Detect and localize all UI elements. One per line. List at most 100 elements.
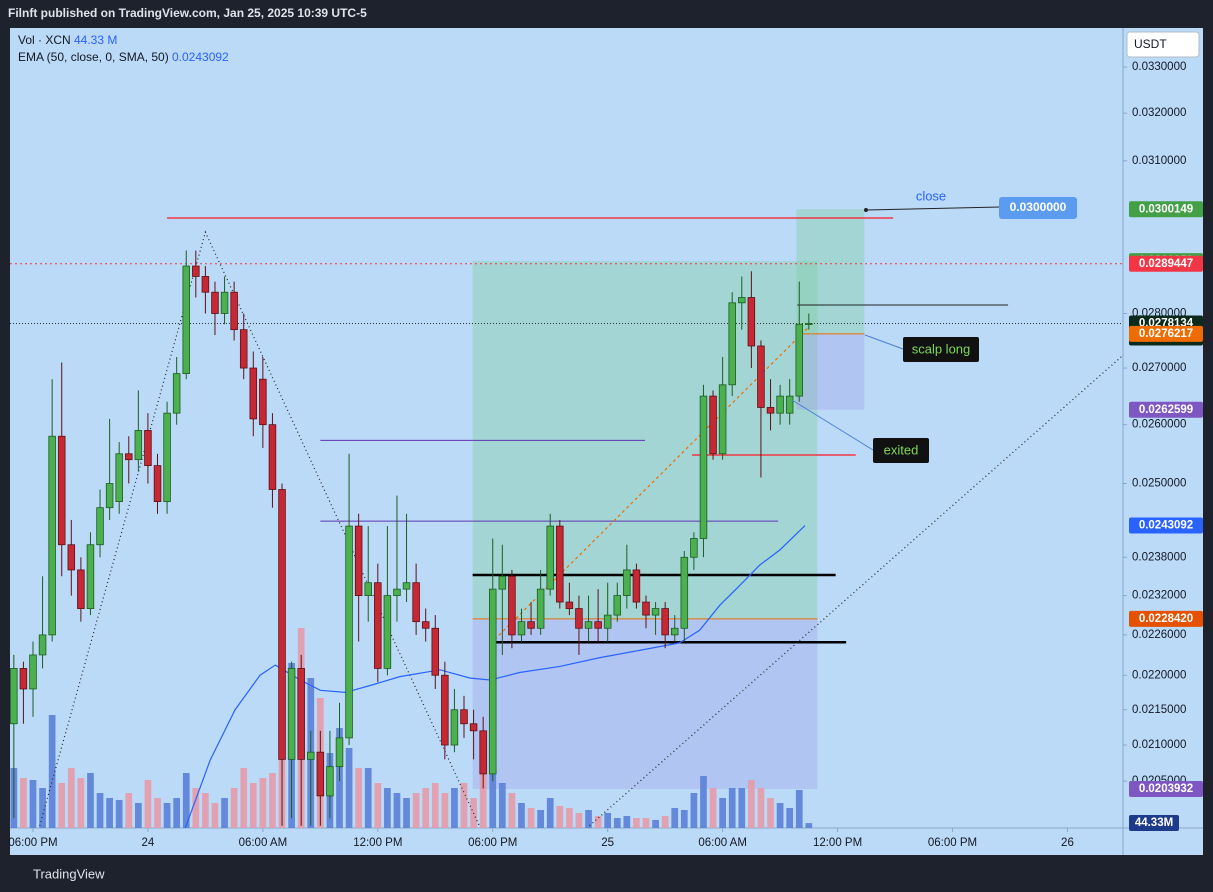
position-stop xyxy=(796,333,865,410)
volume-bar xyxy=(767,798,774,828)
candle-body xyxy=(211,291,219,314)
volume-bar xyxy=(259,778,267,828)
candle-body xyxy=(421,621,430,629)
candle-body xyxy=(163,412,171,503)
volume-bar xyxy=(556,806,564,828)
candle-body xyxy=(527,621,535,629)
y-tick-label: 0.0215000 xyxy=(1132,704,1186,716)
volume-bar xyxy=(613,818,621,828)
candle-body xyxy=(77,569,85,609)
volume-bar xyxy=(738,788,746,828)
y-tick-label: 0.0250000 xyxy=(1132,478,1186,490)
candle-body xyxy=(96,507,104,546)
candle-body xyxy=(278,489,286,760)
volume-bar xyxy=(604,813,612,828)
volume-bar xyxy=(412,793,420,828)
candle-body xyxy=(335,737,344,768)
candle-body xyxy=(259,378,267,426)
volume-bar xyxy=(652,820,659,828)
volume-bar xyxy=(566,808,573,828)
volume-bar xyxy=(575,813,583,828)
volume-bar xyxy=(700,776,707,828)
volume-bar xyxy=(719,798,726,828)
candle-body xyxy=(575,608,583,629)
volume-bar xyxy=(441,793,449,828)
volume-bar xyxy=(240,768,248,828)
price-label: 0.0289447 xyxy=(1139,258,1193,270)
y-tick-label: 0.0310000 xyxy=(1132,155,1186,167)
y-tick-label: 0.0320000 xyxy=(1132,107,1186,119)
candle-body xyxy=(441,674,449,746)
candle-body xyxy=(326,766,334,797)
volume-bar xyxy=(805,823,813,828)
volume-bar xyxy=(403,798,410,828)
candle-body xyxy=(374,582,382,669)
legend-ema-value: 0.0243092 xyxy=(172,50,229,64)
y-tick-label: 0.0220000 xyxy=(1132,669,1186,681)
volume-bar xyxy=(182,773,190,828)
volume-bar xyxy=(115,800,123,828)
candle-body xyxy=(690,538,698,558)
candle-body xyxy=(105,483,114,509)
volume-bar xyxy=(393,793,401,828)
volume-bar xyxy=(58,783,66,828)
volume-bar xyxy=(29,780,37,828)
candle-body xyxy=(393,588,401,596)
currency-box[interactable] xyxy=(1126,31,1200,58)
volume-bar xyxy=(661,816,669,828)
volume-bar xyxy=(48,715,56,828)
candle-body xyxy=(19,668,28,690)
volume-bar xyxy=(623,816,631,828)
chart-bg xyxy=(10,28,1203,855)
candle-body xyxy=(354,525,363,596)
volume-bar xyxy=(67,768,75,828)
legend-ema: EMA (50, close, 0, SMA, 50) xyxy=(18,50,169,64)
volume-bar xyxy=(163,803,171,828)
volume-bar xyxy=(451,788,458,828)
candle-body xyxy=(67,544,76,571)
volume-bar xyxy=(594,816,602,828)
candle-body xyxy=(479,730,487,775)
candle-body xyxy=(153,465,162,503)
x-tick-label: 06:00 PM xyxy=(8,837,57,849)
candle-body xyxy=(115,453,123,503)
price-label-bg xyxy=(1129,255,1203,272)
volume-bar xyxy=(508,793,516,828)
x-tick-label: 06:00 PM xyxy=(928,837,977,849)
volume-bar xyxy=(355,768,363,828)
candle-body xyxy=(594,621,602,629)
candle-body xyxy=(613,595,622,616)
volume-bar xyxy=(39,788,46,828)
candle-body xyxy=(651,608,660,616)
y-tick-label: 0.0260000 xyxy=(1132,419,1186,431)
candle-body xyxy=(57,435,66,546)
candle-body xyxy=(307,751,315,760)
candle-body xyxy=(785,395,794,414)
x-tick-label: 26 xyxy=(1061,837,1074,849)
volume-bar xyxy=(585,810,592,828)
volume-bar xyxy=(134,803,142,828)
candle-body xyxy=(144,430,152,466)
price-label-bg xyxy=(1129,517,1203,534)
x-tick-label: 24 xyxy=(142,837,155,849)
x-tick-label: 06:00 AM xyxy=(239,837,288,849)
y-tick-label: 0.0210000 xyxy=(1132,739,1186,751)
candle-body xyxy=(230,291,238,331)
y-tick-label: 0.0270000 xyxy=(1132,362,1186,374)
price-label-bg xyxy=(1129,401,1203,418)
price-label: 0.0203932 xyxy=(1139,783,1193,795)
volume-bar xyxy=(106,798,113,828)
legend-vol-value: 44.33 M xyxy=(74,33,117,47)
price-label-bg xyxy=(1129,325,1203,342)
candle-body xyxy=(220,291,229,314)
candle-body xyxy=(48,435,56,636)
candle-body xyxy=(10,668,18,725)
exited-annotation: exited xyxy=(884,442,919,457)
scalp-box xyxy=(903,337,979,362)
volume-bar xyxy=(518,803,525,828)
price-label-bg xyxy=(1129,610,1203,627)
y-tick-label: 0.0330000 xyxy=(1132,61,1186,73)
candle-body xyxy=(776,395,784,414)
candle-body xyxy=(584,621,593,629)
currency: USDT xyxy=(1134,37,1167,51)
